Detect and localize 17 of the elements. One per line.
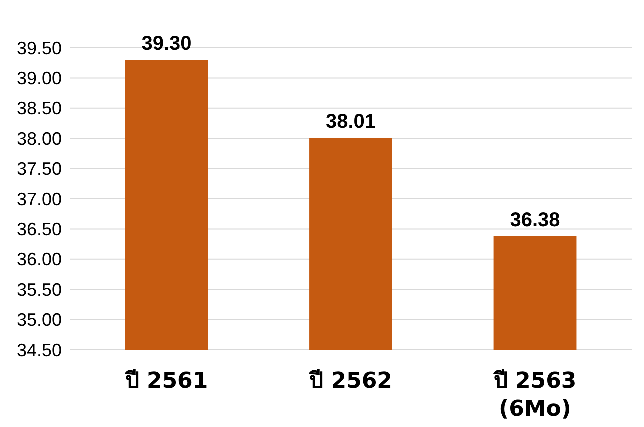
y-tick-label: 36.00 bbox=[16, 250, 62, 270]
y-tick-label: 39.00 bbox=[16, 68, 62, 88]
x-tick-label: ปี 2562 bbox=[308, 369, 392, 394]
x-tick-label: ปี 2563 (6Mo) bbox=[492, 369, 577, 422]
y-tick-label: 38.00 bbox=[16, 128, 62, 149]
y-tick-label: 35.50 bbox=[16, 280, 62, 300]
x-tick-label: ปี 2561 bbox=[124, 369, 208, 394]
y-tick-label: 37.00 bbox=[16, 189, 62, 210]
y-tick-label: 36.50 bbox=[16, 220, 62, 240]
y-tick-label: 34.50 bbox=[16, 340, 62, 360]
y-tick-label: 38.50 bbox=[16, 98, 62, 119]
y-tick-label: 37.50 bbox=[16, 159, 62, 180]
y-tick-label: 35.00 bbox=[16, 310, 62, 330]
data-label: 38.01 bbox=[326, 110, 376, 133]
data-label: 36.38 bbox=[510, 209, 560, 232]
data-label: 39.30 bbox=[142, 33, 192, 56]
y-tick-label: 39.50 bbox=[16, 38, 62, 58]
